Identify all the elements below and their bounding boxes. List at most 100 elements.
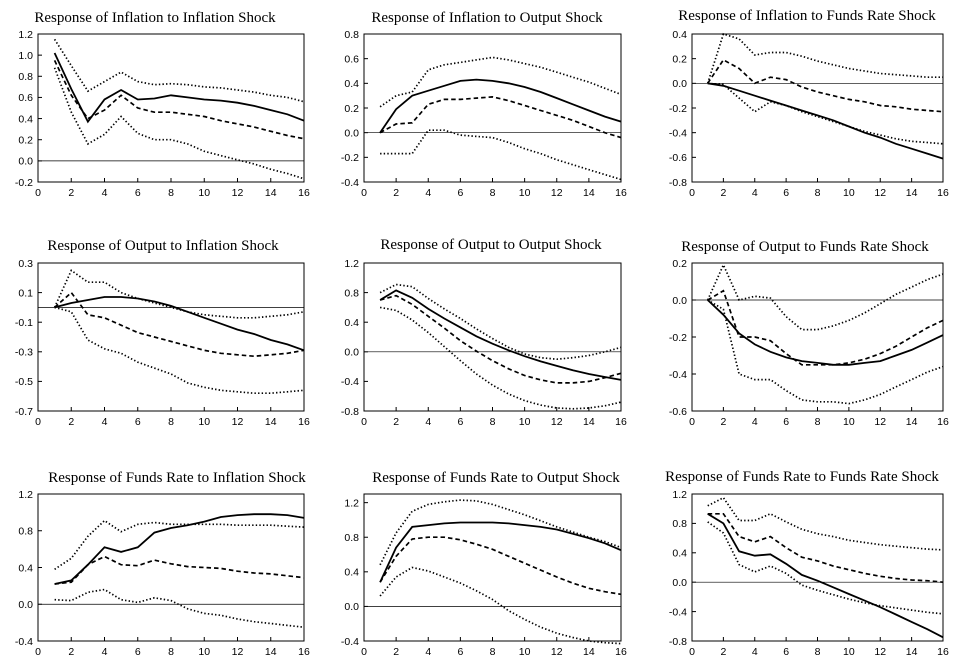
y-tick-label: 0.6 — [18, 92, 33, 104]
x-tick-label: 12 — [551, 187, 563, 199]
y-tick-label: -0.2 — [15, 177, 33, 189]
x-tick-label: 6 — [135, 416, 141, 428]
chart-title: Response of Funds Rate to Output Shock — [372, 470, 620, 486]
series-line-dashed-2 — [54, 291, 305, 358]
x-tick-label: 4 — [102, 416, 108, 428]
series-line-solid-1 — [379, 78, 622, 134]
plot-frame — [363, 493, 622, 642]
x-tick-label: 16 — [615, 646, 627, 658]
x-tick-label: 12 — [232, 187, 244, 199]
x-tick-label: 8 — [490, 646, 496, 658]
x-tick-label: 12 — [551, 416, 563, 428]
x-tick-label: 14 — [906, 187, 918, 199]
series-line-dashed-2 — [379, 536, 622, 596]
x-tick-label: 4 — [752, 646, 758, 658]
x-tick-label: 16 — [615, 416, 627, 428]
x-tick-label: 12 — [551, 646, 563, 658]
x-tick-label: 16 — [937, 416, 949, 428]
y-tick-label: 0.8 — [344, 532, 359, 544]
x-tick-label: 6 — [457, 416, 463, 428]
x-tick-label: 0 — [35, 416, 41, 428]
series-line-dotted-3 — [707, 496, 944, 551]
y-tick-label: 1.2 — [18, 489, 33, 501]
x-tick-label: 0 — [361, 187, 367, 199]
y-tick-label: 0.0 — [672, 577, 687, 589]
x-tick-label: 10 — [198, 187, 210, 199]
y-tick-label: -0.6 — [669, 406, 687, 418]
series-line-dotted-4 — [54, 306, 305, 395]
x-tick-label: 14 — [265, 416, 277, 428]
series-line-dashed-2 — [706, 58, 944, 113]
y-tick-label: -0.4 — [15, 636, 33, 648]
y-tick-label: 1.0 — [18, 50, 33, 62]
x-tick-label: 0 — [35, 646, 41, 658]
y-tick-label: -0.8 — [341, 406, 359, 418]
x-tick-label: 0 — [689, 187, 695, 199]
y-tick-label: 0.2 — [672, 258, 687, 270]
x-tick-label: 0 — [35, 187, 41, 199]
series-line-dotted-3 — [706, 32, 943, 84]
x-tick-label: 14 — [583, 416, 595, 428]
x-tick-label: 10 — [519, 416, 531, 428]
y-tick-label: 0.6 — [344, 53, 359, 65]
x-tick-label: 14 — [265, 187, 277, 199]
y-tick-label: 1.2 — [344, 258, 359, 270]
y-tick-label: 0.8 — [344, 287, 359, 299]
x-tick-label: 6 — [135, 646, 141, 658]
y-tick-label: 0.4 — [18, 113, 33, 125]
x-tick-label: 8 — [490, 187, 496, 199]
x-tick-label: 8 — [815, 187, 821, 199]
series-line-dotted-4 — [380, 129, 622, 181]
series-line-solid-1 — [379, 289, 622, 381]
series-line-dotted-3 — [706, 262, 944, 331]
x-tick-label: 0 — [361, 646, 367, 658]
series-line-solid-1 — [707, 82, 944, 160]
x-tick-label: 10 — [519, 646, 531, 658]
series-line-dashed-2 — [54, 555, 305, 585]
series-line-dashed-2 — [379, 96, 622, 139]
chart-title: Response of Inflation to Funds Rate Shoc… — [678, 8, 936, 24]
y-tick-label: -0.3 — [15, 347, 33, 359]
y-tick-label: 0.4 — [18, 562, 33, 574]
series-line-solid-1 — [379, 521, 622, 583]
y-tick-label: 0.8 — [18, 526, 33, 538]
y-tick-label: 0.2 — [18, 135, 33, 147]
series-line-dotted-4 — [379, 566, 622, 645]
x-tick-label: 0 — [689, 416, 695, 428]
series-line-dotted-3 — [379, 283, 622, 361]
y-tick-label: -0.7 — [15, 406, 33, 418]
plot-frame — [363, 262, 622, 412]
y-tick-label: 0.4 — [672, 548, 687, 560]
x-tick-label: 2 — [393, 416, 399, 428]
chart-panel-9: Response of Funds Rate to Funds Rate Sho… — [665, 469, 949, 658]
chart-title: Response of Funds Rate to Funds Rate Sho… — [665, 469, 939, 485]
x-tick-label: 8 — [490, 416, 496, 428]
x-tick-label: 2 — [68, 416, 74, 428]
x-tick-label: 16 — [937, 646, 949, 658]
y-tick-label: -0.8 — [669, 177, 687, 189]
series-line-dotted-4 — [54, 588, 305, 629]
chart-panel-3: Response of Inflation to Funds Rate Shoc… — [669, 8, 949, 199]
series-line-dotted-3 — [379, 499, 622, 566]
y-tick-label: -0.4 — [341, 376, 359, 388]
y-tick-label: 0.0 — [18, 599, 33, 611]
x-tick-label: 6 — [783, 646, 789, 658]
x-tick-label: 8 — [168, 416, 174, 428]
y-tick-label: 1.2 — [344, 497, 359, 509]
series-line-dotted-3 — [54, 519, 305, 571]
x-tick-label: 2 — [393, 187, 399, 199]
y-tick-label: -0.4 — [341, 636, 359, 648]
chart-title: Response of Output to Output Shock — [380, 237, 602, 253]
x-tick-label: 8 — [168, 187, 174, 199]
y-tick-label: -0.4 — [669, 606, 687, 618]
x-tick-label: 4 — [102, 646, 108, 658]
x-tick-label: 6 — [457, 187, 463, 199]
series-line-solid-1 — [54, 296, 305, 352]
y-tick-label: -0.4 — [341, 177, 359, 189]
y-tick-label: 1.2 — [672, 489, 687, 501]
x-tick-label: 14 — [583, 187, 595, 199]
x-tick-label: 16 — [937, 187, 949, 199]
x-tick-label: 12 — [232, 646, 244, 658]
x-tick-label: 16 — [298, 646, 310, 658]
x-tick-label: 2 — [393, 646, 399, 658]
